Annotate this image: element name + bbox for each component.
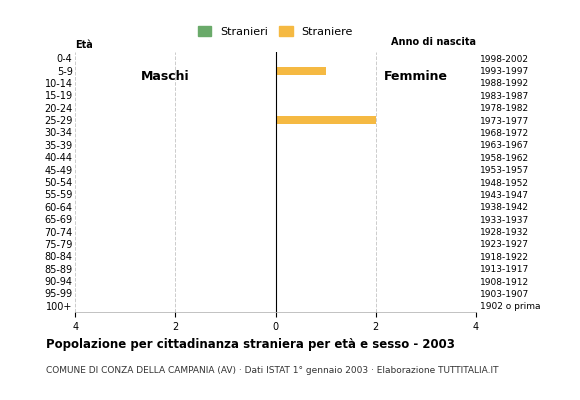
Text: Femmine: Femmine — [383, 70, 448, 83]
Text: Anno di nascita: Anno di nascita — [390, 37, 476, 47]
Bar — [276, 116, 376, 124]
Text: Età: Età — [75, 40, 93, 50]
Text: Maschi: Maschi — [141, 70, 190, 83]
Bar — [276, 66, 325, 74]
Legend: Stranieri, Straniere: Stranieri, Straniere — [198, 26, 353, 37]
Text: COMUNE DI CONZA DELLA CAMPANIA (AV) · Dati ISTAT 1° gennaio 2003 · Elaborazione : COMUNE DI CONZA DELLA CAMPANIA (AV) · Da… — [46, 366, 499, 375]
Text: Popolazione per cittadinanza straniera per età e sesso - 2003: Popolazione per cittadinanza straniera p… — [46, 338, 455, 351]
